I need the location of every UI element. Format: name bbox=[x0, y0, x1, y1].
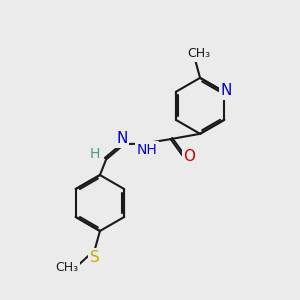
Text: H: H bbox=[90, 147, 100, 161]
Text: CH₃: CH₃ bbox=[187, 47, 210, 60]
Text: O: O bbox=[184, 149, 196, 164]
Text: S: S bbox=[90, 250, 100, 265]
Text: N: N bbox=[221, 83, 232, 98]
Text: N: N bbox=[116, 131, 128, 146]
Text: CH₃: CH₃ bbox=[55, 261, 78, 274]
Text: NH: NH bbox=[137, 143, 158, 157]
